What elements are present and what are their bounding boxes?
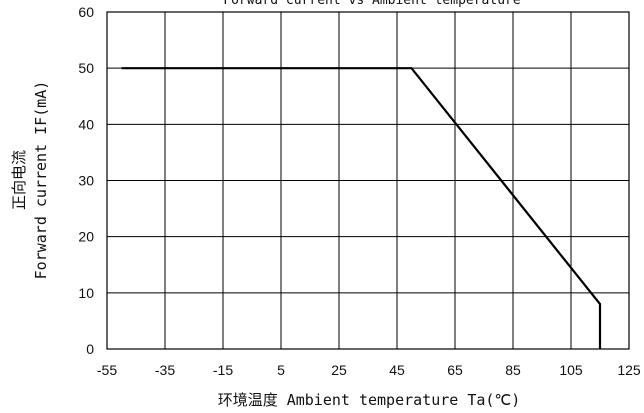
y-tick-label: 30 bbox=[78, 173, 94, 189]
x-tick-label: -55 bbox=[97, 362, 117, 378]
y-tick-labels: 0 10 20 30 40 50 60 bbox=[78, 4, 94, 357]
y-tick-label: 50 bbox=[78, 60, 94, 76]
y-axis-title-cn: 正向电流 bbox=[10, 150, 28, 210]
y-axis-title-en-group: Forward current IF(mA) bbox=[32, 81, 50, 280]
x-axis-title: 环境温度 Ambient temperature Ta(℃) bbox=[218, 391, 521, 409]
x-tick-label: -35 bbox=[155, 362, 175, 378]
y-tick-label: 20 bbox=[78, 229, 94, 245]
x-tick-label: 105 bbox=[559, 362, 583, 378]
plot-frame bbox=[106, 11, 630, 350]
x-tick-labels: -55 -35 -15 5 25 45 65 85 105 125 bbox=[97, 362, 641, 378]
x-tick-label: -15 bbox=[213, 362, 233, 378]
y-tick-label: 10 bbox=[78, 285, 94, 301]
y-tick-label: 60 bbox=[78, 4, 94, 20]
chart-title: Forward current vs Ambient temperature bbox=[223, 0, 521, 8]
x-tick-label: 85 bbox=[505, 362, 521, 378]
y-axis-title-group: 正向电流 bbox=[10, 150, 28, 210]
y-tick-label: 0 bbox=[86, 341, 94, 357]
grid bbox=[107, 12, 629, 349]
x-tick-label: 5 bbox=[277, 362, 285, 378]
x-tick-label: 65 bbox=[447, 362, 463, 378]
derating-curve-line bbox=[121, 67, 602, 349]
x-tick-label: 25 bbox=[331, 362, 347, 378]
x-tick-label: 125 bbox=[617, 362, 641, 378]
series-layer bbox=[121, 67, 602, 349]
y-tick-label: 40 bbox=[78, 116, 94, 132]
x-tick-label: 45 bbox=[389, 362, 405, 378]
y-axis-title-en: Forward current IF(mA) bbox=[32, 81, 50, 280]
